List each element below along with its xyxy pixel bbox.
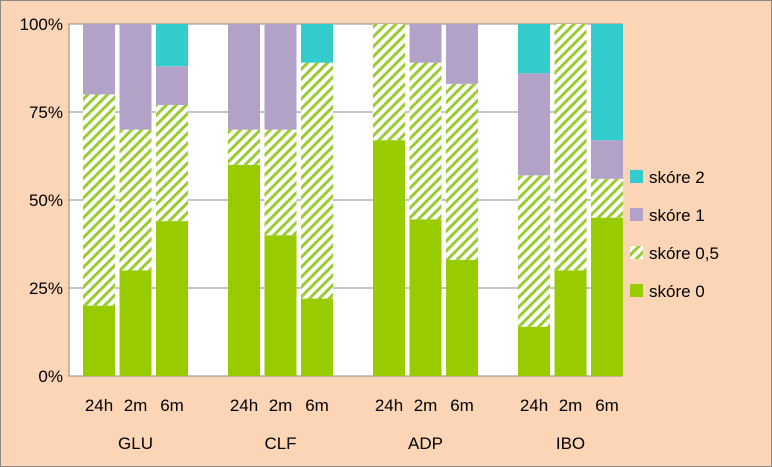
bar-segment-clf-2m-series-1 — [264, 129, 297, 236]
bar-segment-adp-6m-series-2 — [446, 24, 478, 84]
x-tick-label: 24h — [375, 396, 403, 415]
bar-segment-glu-24h-series-0 — [83, 305, 115, 376]
bar-segment-ibo-6m-series-3 — [591, 24, 623, 141]
y-tick-label: 0% — [38, 367, 63, 386]
x-tick-label: 6m — [595, 396, 619, 415]
bar-segment-ibo-6m-series-2 — [591, 140, 623, 179]
bar-segment-clf-6m-series-1 — [301, 62, 333, 299]
y-tick-label: 25% — [29, 279, 63, 298]
bar-segment-adp-6m-series-0 — [446, 259, 478, 376]
bar-segment-ibo-6m-series-0 — [591, 217, 623, 376]
x-tick-label: 6m — [305, 396, 329, 415]
legend-swatch — [630, 170, 643, 183]
x-tick-label: 2m — [124, 396, 148, 415]
x-group-label: GLU — [118, 434, 153, 453]
y-tick-label: 100% — [20, 15, 63, 34]
bar-segment-clf-24h-series-1 — [228, 129, 260, 165]
bar-segment-ibo-24h-series-1 — [518, 175, 550, 327]
bar-segment-adp-2m-series-1 — [409, 62, 442, 220]
bar-segment-adp-2m-series-2 — [409, 24, 442, 63]
bar-segment-clf-2m-series-0 — [264, 235, 297, 376]
bar-segment-glu-6m-series-2 — [156, 66, 188, 105]
y-tick-label: 75% — [29, 103, 63, 122]
legend-label: skóre 1 — [649, 206, 705, 225]
bar-segment-ibo-6m-series-1 — [591, 178, 623, 218]
bar-segment-glu-6m-series-0 — [156, 221, 188, 376]
x-tick-label: 2m — [414, 396, 438, 415]
x-group-label: ADP — [408, 434, 443, 453]
bar-segment-clf-24h-series-0 — [228, 164, 260, 376]
bar-segment-glu-2m-series-1 — [119, 129, 152, 271]
legend-label: skóre 2 — [649, 168, 705, 187]
bar-segment-glu-2m-series-2 — [119, 24, 152, 130]
bar-segment-adp-6m-series-1 — [446, 83, 478, 260]
x-group-label: IBO — [556, 434, 585, 453]
bar-segment-ibo-24h-series-0 — [518, 326, 550, 376]
x-tick-label: 2m — [269, 396, 293, 415]
bar-segment-glu-6m-series-1 — [156, 104, 188, 222]
bar-segment-glu-24h-series-2 — [83, 24, 115, 95]
x-tick-label: 2m — [559, 396, 583, 415]
bar-segment-clf-24h-series-2 — [228, 24, 260, 130]
x-tick-label: 24h — [85, 396, 113, 415]
x-tick-label: 6m — [160, 396, 184, 415]
bar-segment-ibo-2m-series-1 — [554, 24, 587, 271]
bar-segment-clf-6m-series-3 — [301, 24, 333, 63]
legend-label: skóre 0 — [649, 282, 705, 301]
legend-swatch — [630, 246, 643, 259]
bar-segment-glu-6m-series-3 — [156, 24, 188, 67]
bar-segment-ibo-24h-series-3 — [518, 24, 550, 74]
y-tick-label: 50% — [29, 191, 63, 210]
legend-label: skóre 0,5 — [649, 244, 719, 263]
bar-segment-adp-24h-series-0 — [373, 140, 405, 376]
x-tick-label: 6m — [450, 396, 474, 415]
legend-swatch — [630, 284, 643, 297]
bar-segment-clf-2m-series-2 — [264, 24, 297, 130]
x-tick-label: 24h — [230, 396, 258, 415]
bar-segment-adp-24h-series-1 — [373, 24, 405, 141]
x-group-label: CLF — [264, 434, 296, 453]
x-tick-label: 24h — [520, 396, 548, 415]
bar-segment-glu-2m-series-0 — [119, 270, 152, 376]
bar-segment-adp-2m-series-0 — [409, 219, 442, 376]
legend-swatch — [630, 208, 643, 221]
bar-segment-ibo-24h-series-2 — [518, 73, 550, 176]
bar-segment-glu-24h-series-1 — [83, 94, 115, 306]
bar-segment-ibo-2m-series-0 — [554, 270, 587, 376]
bar-segment-clf-6m-series-0 — [301, 298, 333, 376]
